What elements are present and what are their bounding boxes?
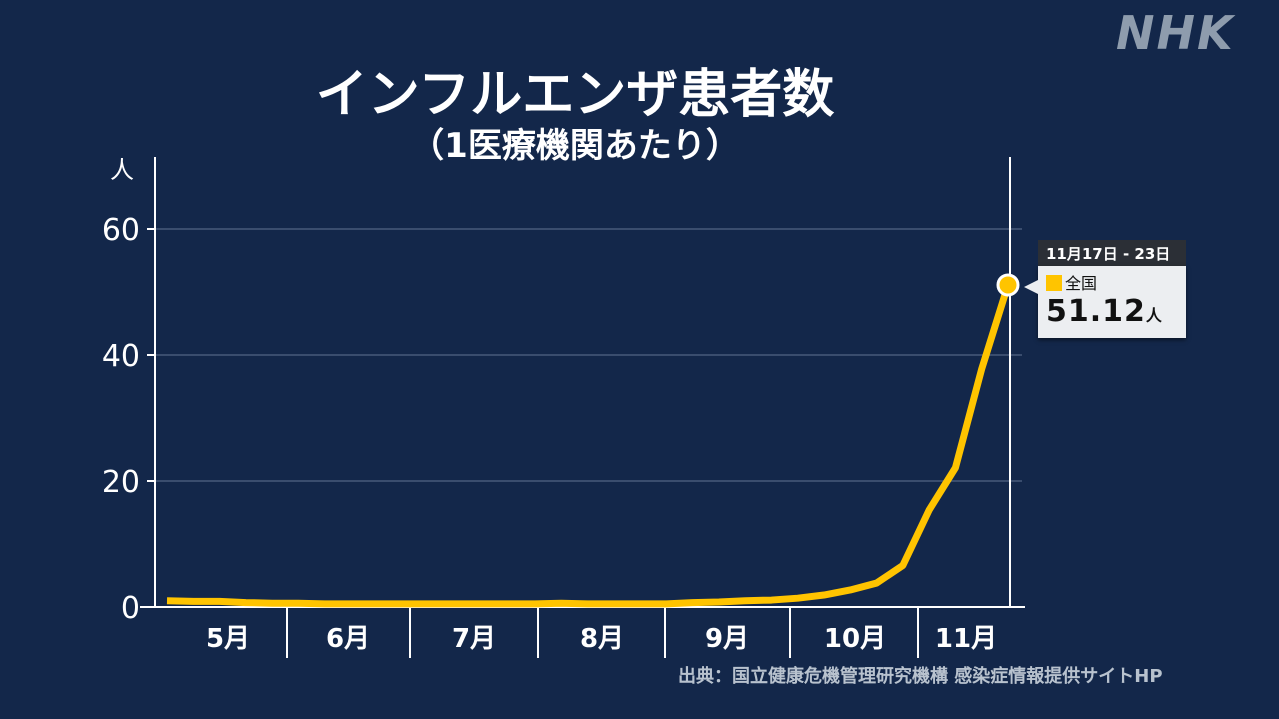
tooltip-series-label: 全国	[1065, 274, 1098, 293]
x-axis-month-labels: 5月 6月 7月 8月 9月 10月 11月	[206, 607, 997, 658]
svg-text:5月: 5月	[206, 624, 250, 654]
legend-swatch-icon	[1046, 275, 1062, 291]
y-axis-ticks: 0 20 40 60	[102, 213, 155, 626]
svg-text:10月: 10月	[824, 624, 886, 654]
tooltip-period: 11月17日 - 23日	[1038, 240, 1186, 266]
svg-text:0: 0	[121, 591, 140, 626]
latest-point-marker	[996, 273, 1020, 297]
svg-text:60: 60	[102, 213, 140, 248]
chart-title: インフルエンザ患者数	[315, 65, 835, 125]
svg-text:7月: 7月	[452, 624, 496, 654]
source-credit: 出典：国立健康危機管理研究機構 感染症情報提供サイトHP	[678, 666, 1163, 687]
svg-text:6月: 6月	[326, 624, 370, 654]
gridlines	[155, 228, 1022, 482]
chart-subtitle: （1医療機関あたり）	[410, 126, 740, 166]
tooltip-pointer	[1024, 280, 1038, 294]
nhk-logo: NHK	[1116, 6, 1235, 60]
data-tooltip: 11月17日 - 23日 全国 51.12人	[1024, 240, 1186, 338]
tooltip-unit: 人	[1145, 306, 1162, 325]
series-line-national	[166, 283, 1012, 608]
svg-text:11月: 11月	[935, 624, 997, 654]
tooltip-value: 51.12	[1046, 294, 1146, 329]
svg-text:9月: 9月	[705, 624, 749, 654]
y-axis-unit: 人	[110, 156, 134, 184]
svg-text:8月: 8月	[580, 624, 624, 654]
svg-text:20: 20	[102, 465, 140, 500]
svg-text:40: 40	[102, 339, 140, 374]
